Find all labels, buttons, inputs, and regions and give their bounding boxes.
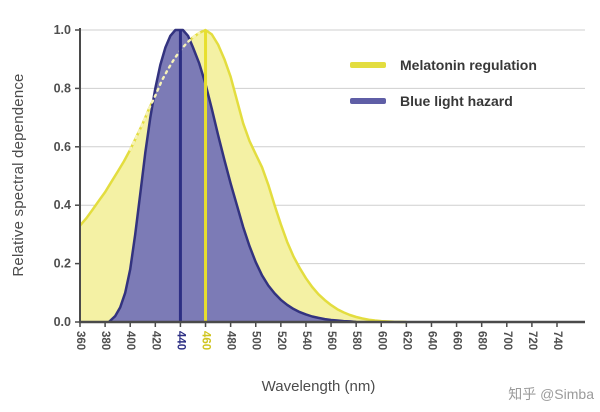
melatonin-regulation-curve — [79, 28, 407, 324]
x-tick-label: 700 — [501, 331, 513, 350]
hidden-curve-dashed — [129, 31, 201, 151]
blue-light-hazard-curve — [108, 28, 357, 324]
x-tick-label: 520 — [275, 331, 287, 350]
legend-label-blue-hazard: Blue light hazard — [400, 93, 513, 109]
x-tick-label: 720 — [526, 331, 538, 350]
x-tick-label: 500 — [250, 331, 262, 350]
x-tick-label: 540 — [300, 331, 312, 350]
x-tick-label: 360 — [74, 331, 86, 350]
legend: Melatonin regulation Blue light hazard — [350, 55, 537, 127]
y-tick-label: 1.0 — [54, 23, 71, 37]
x-tick-label: 660 — [451, 331, 463, 350]
x-tick-label: 460 — [200, 331, 212, 350]
watermark: 知乎 @Simba — [508, 386, 594, 402]
y-axis-title: Relative spectral dependence — [10, 73, 27, 277]
x-axis-title: Wavelength (nm) — [261, 378, 376, 395]
x-tick-label: 620 — [400, 331, 412, 350]
x-tick-label: 440 — [174, 331, 186, 350]
y-tick-label: 0.6 — [54, 140, 71, 154]
x-tick-label: 480 — [225, 331, 237, 350]
x-tick-label: 580 — [350, 331, 362, 350]
y-tick-label: 0.4 — [54, 198, 71, 212]
legend-item-blue-hazard: Blue light hazard — [350, 91, 537, 111]
x-tick-label: 560 — [325, 331, 337, 350]
x-tick-label: 740 — [551, 331, 563, 350]
y-tick-label: 0.2 — [54, 257, 71, 271]
x-tick-label: 380 — [99, 331, 111, 350]
blue-hazard-swatch — [350, 98, 386, 104]
x-tick-label: 600 — [375, 331, 387, 350]
y-tick-label: 0.8 — [54, 81, 71, 95]
x-tick-label: 640 — [425, 331, 437, 350]
x-tick-label: 400 — [124, 331, 136, 350]
x-tick-label: 680 — [476, 331, 488, 350]
y-tick-label: 0.0 — [54, 315, 71, 329]
legend-label-melatonin: Melatonin regulation — [400, 57, 537, 73]
legend-item-melatonin: Melatonin regulation — [350, 55, 537, 75]
blue-light-hazard-area — [108, 30, 357, 322]
melatonin-swatch — [350, 62, 386, 68]
x-tick-label: 420 — [149, 331, 161, 350]
